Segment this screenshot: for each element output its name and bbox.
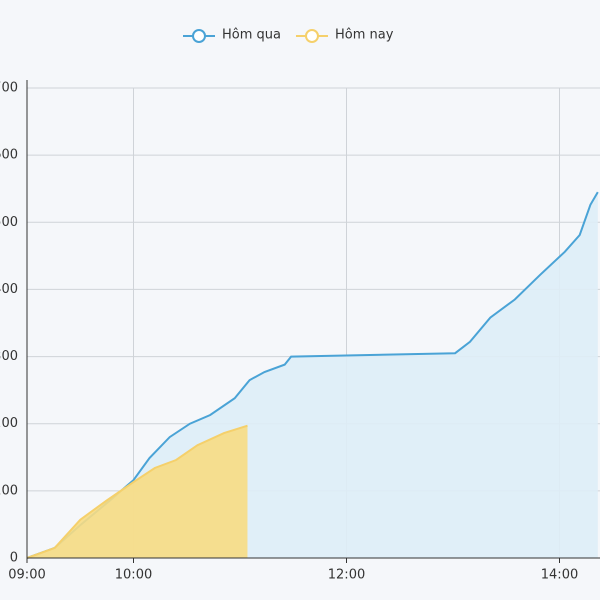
- y-tick-label: 200: [0, 416, 18, 431]
- y-tick-label: 300: [0, 349, 18, 364]
- legend: Hôm qua Hôm nay: [183, 28, 394, 43]
- y-tick-label: 700: [0, 81, 18, 96]
- x-tick-label: 12:00: [328, 568, 365, 583]
- legend-label: Hôm qua: [222, 28, 281, 43]
- legend-marker: [304, 29, 319, 43]
- y-tick-label: 400: [0, 282, 18, 297]
- legend-marker: [192, 29, 206, 43]
- x-tick-label: 10:00: [115, 568, 152, 583]
- y-tick-label: 500: [0, 215, 18, 230]
- axes: 0 100 200 300 400 500 600 700 09:00 10:00 12:00 14:…: [0, 80, 600, 583]
- x-tick-label: 14:00: [541, 568, 578, 583]
- y-tick-label: 0: [10, 551, 18, 566]
- y-tick-label: 600: [0, 148, 18, 163]
- plot-area: [27, 191, 599, 559]
- y-tick-label: 100: [0, 483, 18, 498]
- area: [27, 425, 248, 558]
- legend-label: Hôm nay: [335, 28, 394, 43]
- line: [27, 424, 248, 559]
- x-tick-label: 09:00: [8, 568, 45, 583]
